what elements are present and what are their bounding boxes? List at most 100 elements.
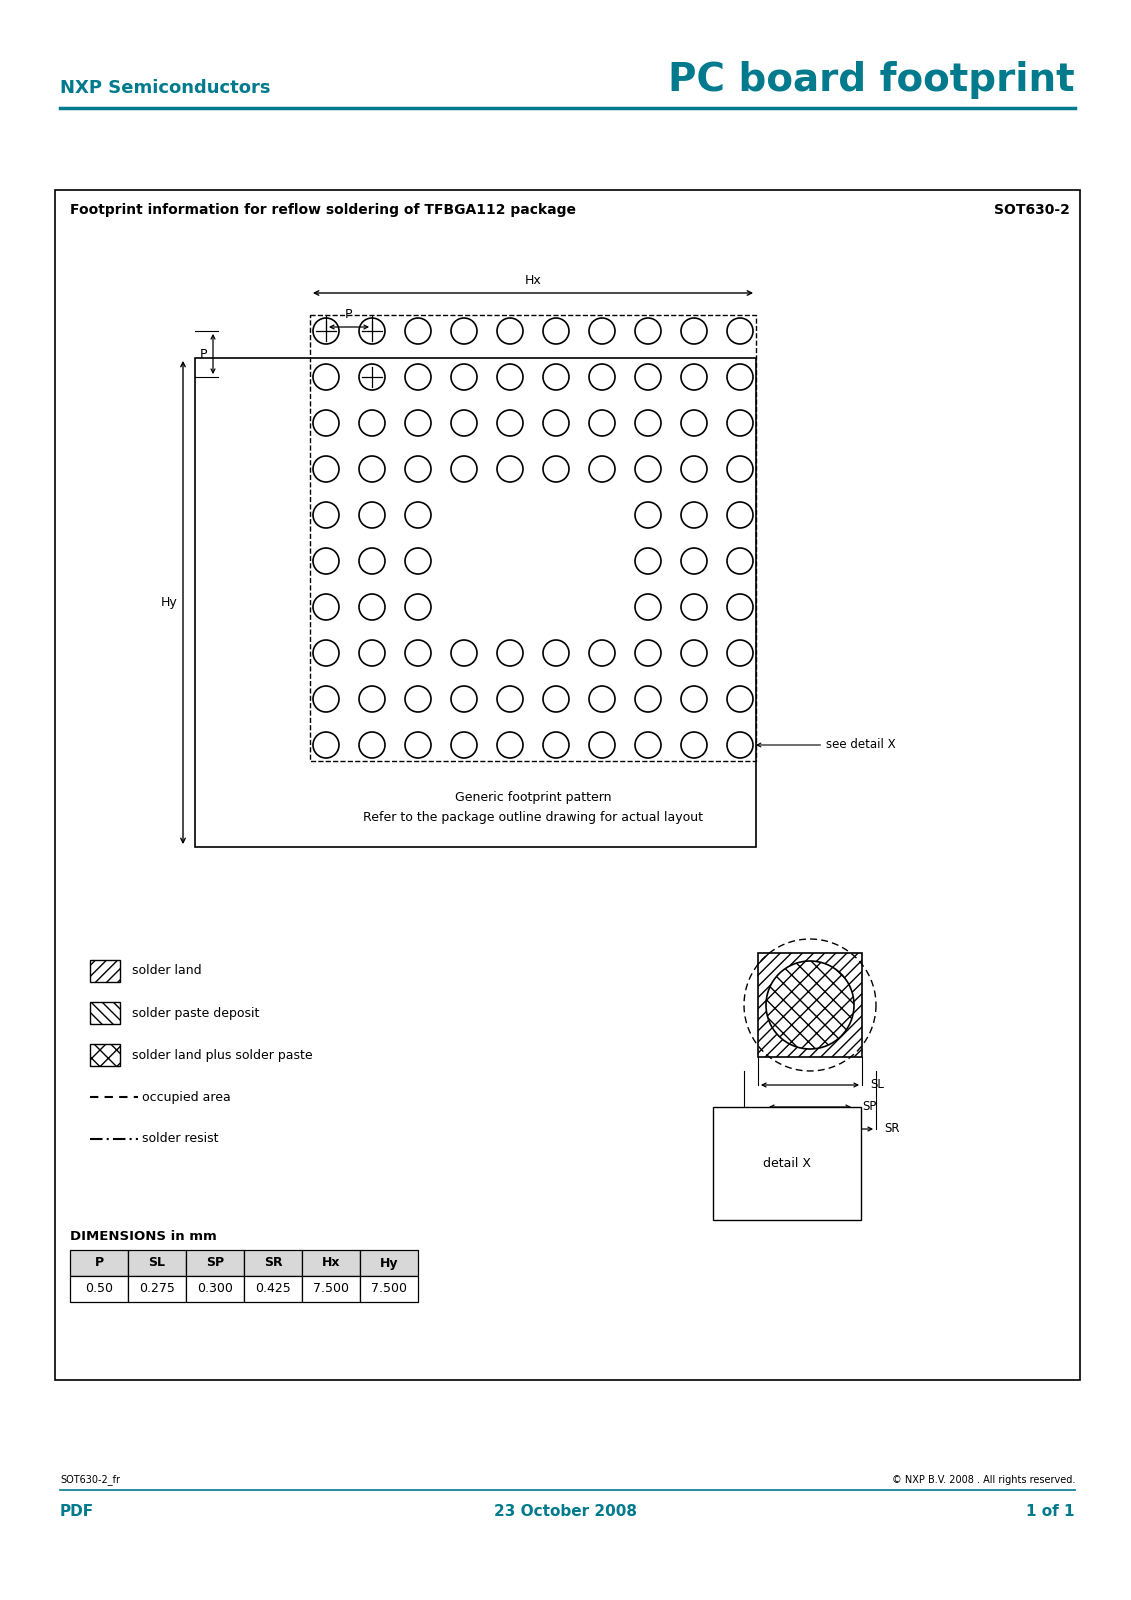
Bar xyxy=(758,954,862,1058)
Bar xyxy=(244,1277,302,1302)
Circle shape xyxy=(589,318,615,344)
Text: 0.275: 0.275 xyxy=(139,1283,175,1296)
Text: NXP Semiconductors: NXP Semiconductors xyxy=(60,78,270,98)
Circle shape xyxy=(727,594,753,619)
Circle shape xyxy=(681,456,707,482)
Circle shape xyxy=(313,733,339,758)
Circle shape xyxy=(451,640,477,666)
Text: occupied area: occupied area xyxy=(143,1091,231,1104)
Circle shape xyxy=(405,502,431,528)
Circle shape xyxy=(681,502,707,528)
Circle shape xyxy=(681,318,707,344)
Circle shape xyxy=(543,365,569,390)
Text: solder resist: solder resist xyxy=(143,1133,218,1146)
Circle shape xyxy=(589,410,615,435)
Circle shape xyxy=(634,410,661,435)
Circle shape xyxy=(727,456,753,482)
Circle shape xyxy=(589,733,615,758)
Text: © NXP B.V. 2008 . All rights reserved.: © NXP B.V. 2008 . All rights reserved. xyxy=(891,1475,1074,1485)
Circle shape xyxy=(405,640,431,666)
Bar xyxy=(70,1250,128,1277)
Bar xyxy=(195,358,756,846)
Bar xyxy=(310,315,756,762)
Circle shape xyxy=(681,547,707,574)
Ellipse shape xyxy=(766,962,854,1050)
Circle shape xyxy=(497,365,523,390)
Text: Refer to the package outline drawing for actual layout: Refer to the package outline drawing for… xyxy=(363,811,703,824)
Text: 0.425: 0.425 xyxy=(256,1283,291,1296)
Circle shape xyxy=(313,456,339,482)
Circle shape xyxy=(359,365,385,390)
Circle shape xyxy=(359,547,385,574)
Text: SL: SL xyxy=(870,1078,883,1091)
Circle shape xyxy=(634,594,661,619)
Text: 7.500: 7.500 xyxy=(313,1283,349,1296)
Circle shape xyxy=(405,686,431,712)
Text: SL: SL xyxy=(148,1256,165,1269)
Circle shape xyxy=(451,733,477,758)
Circle shape xyxy=(634,640,661,666)
Circle shape xyxy=(405,365,431,390)
Text: Hy: Hy xyxy=(161,595,176,610)
Circle shape xyxy=(497,686,523,712)
Bar xyxy=(185,1250,244,1277)
Circle shape xyxy=(589,686,615,712)
Circle shape xyxy=(681,640,707,666)
Circle shape xyxy=(543,456,569,482)
Text: SOT630-2_fr: SOT630-2_fr xyxy=(60,1474,120,1485)
Circle shape xyxy=(313,502,339,528)
Text: DIMENSIONS in mm: DIMENSIONS in mm xyxy=(70,1230,217,1243)
Circle shape xyxy=(543,640,569,666)
Circle shape xyxy=(634,456,661,482)
Text: PDF: PDF xyxy=(60,1504,94,1518)
Text: SP: SP xyxy=(206,1256,224,1269)
Bar xyxy=(90,1002,120,1024)
Text: Hx: Hx xyxy=(321,1256,340,1269)
Circle shape xyxy=(634,502,661,528)
Circle shape xyxy=(451,686,477,712)
Circle shape xyxy=(497,410,523,435)
Bar xyxy=(128,1277,185,1302)
Bar xyxy=(90,1043,120,1066)
Circle shape xyxy=(405,456,431,482)
Text: Footprint information for reflow soldering of TFBGA112 package: Footprint information for reflow solderi… xyxy=(70,203,576,218)
Circle shape xyxy=(313,410,339,435)
Bar xyxy=(128,1250,185,1277)
Circle shape xyxy=(497,733,523,758)
Circle shape xyxy=(405,547,431,574)
Circle shape xyxy=(497,318,523,344)
Circle shape xyxy=(359,318,385,344)
Circle shape xyxy=(634,547,661,574)
Text: SR: SR xyxy=(884,1123,899,1136)
Text: 0.300: 0.300 xyxy=(197,1283,233,1296)
Circle shape xyxy=(359,410,385,435)
Circle shape xyxy=(727,410,753,435)
Circle shape xyxy=(727,640,753,666)
Circle shape xyxy=(543,318,569,344)
Circle shape xyxy=(681,365,707,390)
Circle shape xyxy=(727,686,753,712)
Text: P: P xyxy=(94,1256,104,1269)
Circle shape xyxy=(313,365,339,390)
Circle shape xyxy=(313,547,339,574)
Circle shape xyxy=(313,594,339,619)
Circle shape xyxy=(451,456,477,482)
Circle shape xyxy=(727,502,753,528)
Text: 0.50: 0.50 xyxy=(85,1283,113,1296)
Circle shape xyxy=(634,365,661,390)
Circle shape xyxy=(451,410,477,435)
Text: 1 of 1: 1 of 1 xyxy=(1027,1504,1074,1518)
Circle shape xyxy=(497,640,523,666)
Bar xyxy=(360,1277,418,1302)
Circle shape xyxy=(451,318,477,344)
Circle shape xyxy=(359,686,385,712)
Text: 7.500: 7.500 xyxy=(371,1283,407,1296)
Text: SP: SP xyxy=(862,1101,877,1114)
Bar xyxy=(185,1277,244,1302)
Circle shape xyxy=(543,686,569,712)
Circle shape xyxy=(359,502,385,528)
Text: detail X: detail X xyxy=(763,1157,811,1170)
Circle shape xyxy=(405,594,431,619)
Circle shape xyxy=(313,318,339,344)
Text: 23 October 2008: 23 October 2008 xyxy=(493,1504,637,1518)
